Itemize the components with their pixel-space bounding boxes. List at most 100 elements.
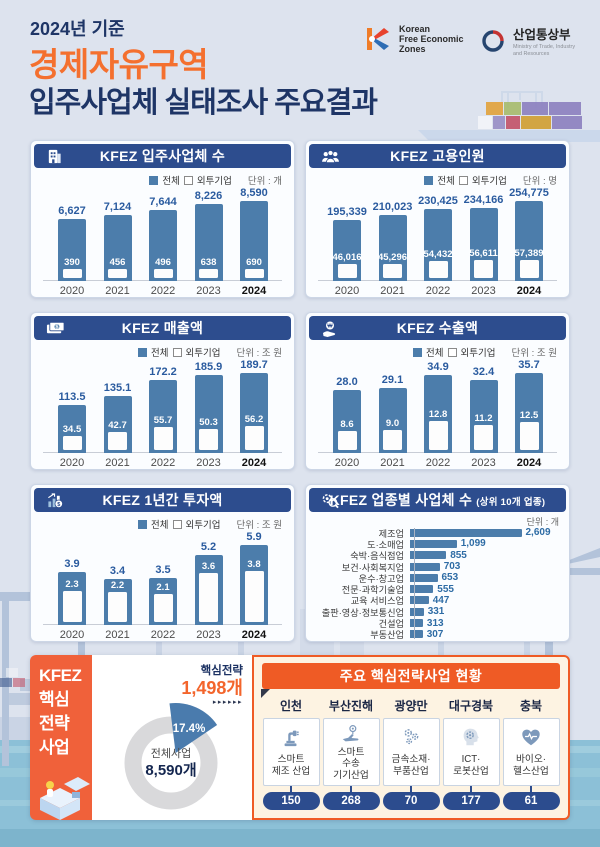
foreign-bar <box>62 435 82 450</box>
legend-total-swatch <box>424 175 434 185</box>
unit-label: 단위 : 조 원 <box>511 348 557 359</box>
svg-text:$: $ <box>57 502 60 508</box>
hbar-chart-by-industry: 단위 : 개 제조업 2,609 도·소매업 1,099 숙박·음식점업 855 보건·사회… <box>316 515 561 640</box>
industry-label: 부동산업 <box>370 630 404 641</box>
year-label: 2021 <box>380 285 405 297</box>
foreign-value-label: 54,432 <box>423 248 453 260</box>
speech-tail <box>261 689 270 698</box>
foreign-bar <box>519 422 539 450</box>
total-value-label: 29.1 <box>381 373 404 386</box>
legend-total-label: 전체 <box>162 176 180 187</box>
hbar-rows: 제조업 2,609 도·소매업 1,099 숙박·음식점업 855 보건·사회복지업 703 운… <box>316 527 561 640</box>
foreign-bar <box>199 428 218 450</box>
year-label: 2020 <box>59 457 85 469</box>
panel-header: KFEZ 입주사업체 수 <box>34 144 291 168</box>
panel-title: KFEZ 고용인원 <box>390 148 485 164</box>
foreign-bar <box>244 426 264 450</box>
legend-foreign-swatch <box>458 175 468 185</box>
core-strategy-title-panel: KFEZ 핵심 전략 사업 <box>30 655 92 820</box>
legend-total-label: 전체 <box>151 520 169 531</box>
year-label: 2022 <box>150 285 176 297</box>
year-label: 2020 <box>59 285 85 297</box>
bar-group: 35.7 12.5 2024 <box>512 359 546 469</box>
foreign-value-label: 9.0 <box>385 417 400 429</box>
total-value-label: 5.9 <box>246 531 262 543</box>
total-value-label: 32.4 <box>472 366 495 379</box>
year-label: 2020 <box>334 285 360 297</box>
foreign-value-label: 2.3 <box>65 578 79 590</box>
date-label: 2024년 기준 <box>30 19 125 39</box>
total-value-label: 113.5 <box>58 391 86 404</box>
strategy-status-panel: 주요 핵심전략사업 현황 인천 스마트 제조 산업 150 부산진해 스마트 수송 기기… <box>252 655 570 820</box>
panel-exports: ₩ KFEZ 수출액 전체 외투기업 단위 : 조 원 28.0 8.6 2020 2… <box>305 312 570 470</box>
year-label: 2022 <box>150 629 176 641</box>
gears-icon <box>400 724 422 750</box>
kfez-logo: Korean Free Economic Zones <box>363 24 464 54</box>
region-count-badge: 70 <box>382 792 440 810</box>
total-value-label: 230,425 <box>418 194 458 207</box>
region-industry: 바이오· 헬스산업 <box>513 754 549 777</box>
hbar-row: 숙박·음식점업 855 <box>316 550 561 562</box>
bar-group: 234,166 56,611 2023 <box>464 189 504 298</box>
gear-magnifier-icon <box>321 492 341 510</box>
industry-label: 건설업 <box>378 619 404 630</box>
title-accent: 경제자유구역 <box>29 46 209 83</box>
callout-value: 1,498개 <box>181 678 243 698</box>
unit-label: 단위 : 명 <box>522 176 557 187</box>
industry-bar <box>409 551 447 560</box>
foreign-bar <box>108 592 127 622</box>
legend-foreign-swatch <box>447 347 457 357</box>
total-value-label: 6,627 <box>58 205 86 218</box>
chart-legend: 전체 외투기업 단위 : 조 원 <box>413 345 557 359</box>
region-name: 광양만 <box>394 699 428 713</box>
industry-label: 교육 서비스업 <box>350 596 404 607</box>
year-label: 2023 <box>196 285 221 297</box>
total-value-label: 34.9 <box>427 360 449 373</box>
ship-containers-decoration <box>418 91 600 142</box>
year-label: 2022 <box>425 285 451 297</box>
heart-pulse-icon <box>520 724 542 750</box>
panel-header: $ KFEZ 1년간 투자액 <box>34 488 291 512</box>
bar-group: 5.2 3.6 2023 <box>192 533 226 641</box>
hbar-row: 제조업 2,609 <box>316 527 561 539</box>
total-value-label: 8,590 <box>240 187 268 199</box>
total-value-label: 254,775 <box>509 187 549 199</box>
foreign-value-label: 3.6 <box>201 561 216 573</box>
foreign-bar <box>153 593 173 622</box>
money-icon: $ <box>46 320 66 338</box>
hbar-row: 출판·영상·정보통신업 331 <box>316 606 561 618</box>
hand-coin-icon: ₩ <box>321 320 341 338</box>
foreign-bar <box>62 590 82 622</box>
foreign-value-label: 46,016 <box>332 251 362 263</box>
industry-value: 447 <box>432 594 450 606</box>
total-value-label: 7,644 <box>149 195 177 208</box>
region-industry: 스마트 제조 산업 <box>271 754 311 777</box>
unit-label: 단위 : 개 <box>247 176 282 187</box>
bar-group: 8,226 638 2023 <box>192 189 226 297</box>
foreign-bar <box>244 269 264 278</box>
region-count-badge: 177 <box>442 792 500 810</box>
legend-total-swatch <box>413 347 423 357</box>
region-industry: ICT· 로봇산업 <box>453 754 489 777</box>
region-card: 스마트 수송 기기산업 <box>322 718 380 786</box>
region-industry: 스마트 수송 기기산업 <box>333 746 369 781</box>
legend-total-swatch <box>149 175 159 185</box>
region-card: 금속소재· 부품산업 <box>382 718 440 786</box>
foreign-bar <box>199 269 218 278</box>
bar-group: 185.9 50.3 2023 <box>192 361 226 469</box>
industry-bar <box>409 630 423 639</box>
bar-group: 210,023 45,296 2021 <box>373 189 413 297</box>
kfez-k-logo-icon <box>367 28 389 50</box>
region-name: 인천 <box>279 699 303 713</box>
legend-foreign-label: 외투기업 <box>471 176 507 187</box>
region-column: 충북 바이오· 헬스산업 61 <box>502 697 560 810</box>
industry-value: 703 <box>443 561 461 573</box>
callout-label: 핵심전략 <box>200 665 243 677</box>
region-column: 인천 스마트 제조 산업 150 <box>262 697 320 810</box>
bar-group: 172.2 55.7 2022 <box>146 361 180 469</box>
total-value-label: 210,023 <box>372 201 413 214</box>
bar-group: 7,124 456 2021 <box>101 189 135 297</box>
total-value-label: 185.9 <box>194 360 223 373</box>
panel-employment: KFEZ 고용인원 전체 외투기업 단위 : 명 195,339 46,016 20… <box>305 140 570 298</box>
